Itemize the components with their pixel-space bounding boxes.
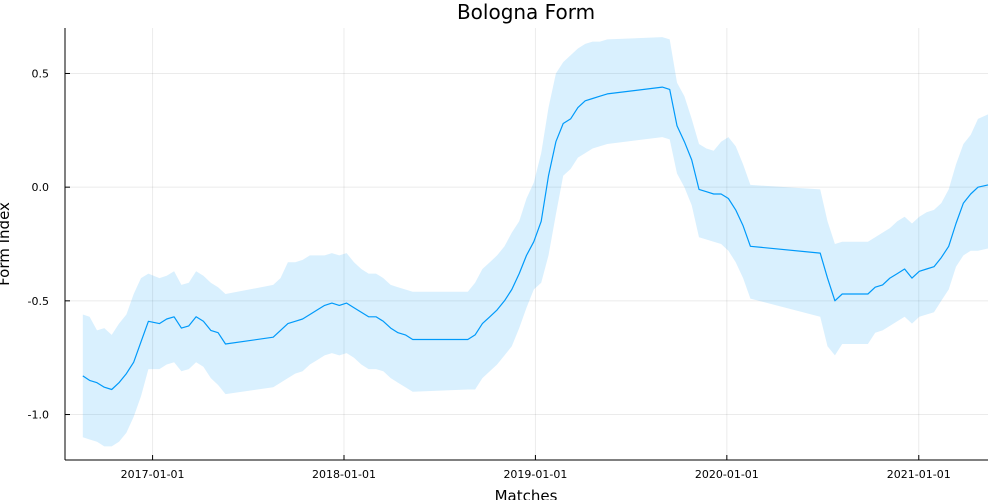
form-index-line (82, 86, 989, 391)
y-axis-title: Form Index (0, 202, 13, 286)
confidence-band-layer (82, 37, 989, 447)
chart-title: Bologna Form (457, 0, 595, 24)
y-tick-label: -1.0 (28, 409, 49, 422)
y-tick-label: 0.5 (32, 67, 50, 80)
tick-labels: 2017-01-01 2018-01-01 2019-01-01 2020-01-01… (28, 67, 951, 481)
confidence-band (82, 37, 989, 447)
x-tick-label: 2017-01-01 (121, 468, 185, 481)
y-tick-label: -0.5 (28, 295, 49, 308)
y-tick-label: 0.0 (32, 181, 50, 194)
x-tick-label: 2018-01-01 (312, 468, 376, 481)
x-tick-label: 2021-01-01 (887, 468, 951, 481)
x-tick-label: 2019-01-01 (503, 468, 567, 481)
x-tick-label: 2020-01-01 (695, 468, 759, 481)
axes (64, 28, 988, 461)
x-axis-title: Matches (495, 487, 558, 500)
series-line-layer (82, 86, 989, 391)
grid-lines (65, 28, 988, 460)
